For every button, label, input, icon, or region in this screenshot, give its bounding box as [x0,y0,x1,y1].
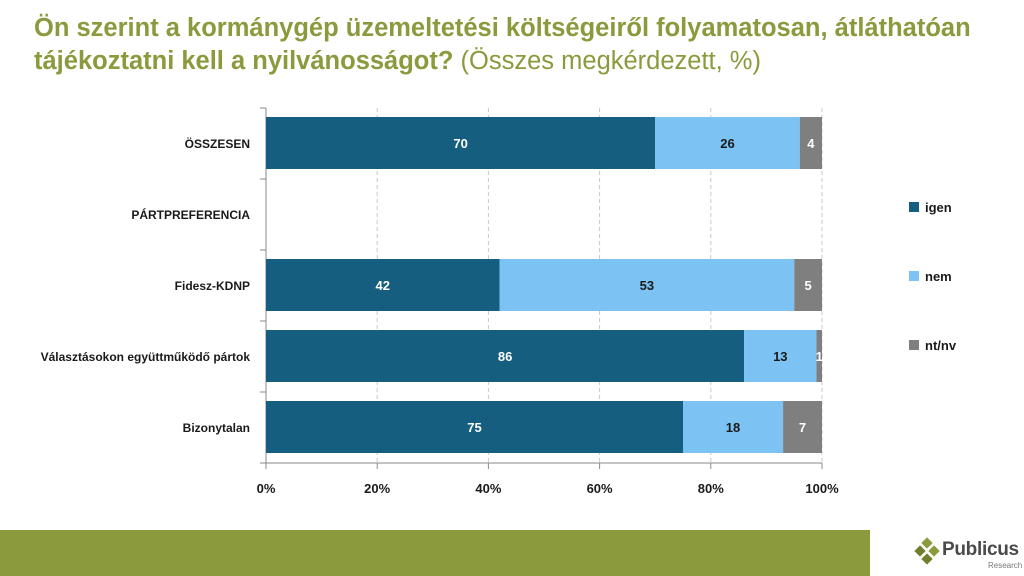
data-label-nt-nv-valasztasokon-egyuttmukodo-partok: 1 [816,349,823,364]
data-label-nem-bizonytalan: 18 [726,420,740,435]
bar-nem-fidesz-kdnp [499,259,795,311]
category-label-valasztasokon-egyuttmukodo-partok: Választásokon együttműködő pártok [41,350,251,364]
chart-title-subtitle: (Összes megkérdezett, %) [453,47,761,75]
bar-nt-nv-osszesen [799,117,822,169]
category-label-bizonytalan: Bizonytalan [183,421,250,435]
bar-nem-valasztasokon-egyuttmukodo-partok [744,330,817,382]
chart-title: Ön szerint a kormánygép üzemeltetési köl… [34,12,994,78]
data-label-nt-nv-fidesz-kdnp: 5 [804,278,811,293]
stacked-bar-chart: 0% 20% 40% 60% 80% 100% ÖSSZESEN 70 26 4 PÁRTPREFE… [41,107,957,496]
category-label-osszesen: ÖSSZESEN [185,136,250,151]
legend-swatch-igen [909,202,919,212]
category-label-partpreferencia: PÁRTPREFERENCIA [131,207,250,222]
data-label-nt-nv-bizonytalan: 7 [799,420,806,435]
data-label-nem-valasztasokon-egyuttmukodo-partok: 13 [773,349,787,364]
data-label-igen-osszesen: 70 [453,136,467,151]
x-tick-label-4: 80% [698,481,724,496]
data-label-nem-fidesz-kdnp: 53 [640,278,654,293]
publicus-logo-icon [914,537,940,565]
bar-nem-bizonytalan [683,401,784,453]
data-label-igen-fidesz-kdnp: 42 [376,278,390,293]
x-tick-label-0: 0% [257,481,276,496]
category-label-fidesz-kdnp: Fidesz-KDNP [175,279,250,293]
data-label-nt-nv-osszesen: 4 [807,136,815,151]
bar-nt-nv-valasztasokon-egyuttmukodo-partok [816,330,822,382]
logo-sub: Research [988,561,1023,570]
x-tick-label-2: 40% [475,481,501,496]
legend-label-nt-nv: nt/nv [925,338,957,353]
bar-nem-osszesen [655,117,800,169]
data-label-igen-bizonytalan: 75 [467,420,481,435]
footer-bar [0,530,870,576]
bar-nt-nv-bizonytalan [783,401,822,453]
bar-igen-valasztasokon-egyuttmukodo-partok [266,330,745,382]
x-tick-label-1: 20% [364,481,390,496]
legend-label-igen: igen [925,200,952,215]
data-label-igen-valasztasokon-egyuttmukodo-partok: 86 [498,349,512,364]
logo-name: Publicus [942,539,1019,560]
publicus-logo: Publicus Research [912,532,1024,576]
chart-title-main: Ön szerint a kormánygép üzemeltetési köl… [34,14,971,75]
data-label-nem-osszesen: 26 [720,136,734,151]
bar-igen-osszesen [266,117,656,169]
bar-nt-nv-fidesz-kdnp [794,259,822,311]
bar-igen-bizonytalan [266,401,683,453]
legend-label-nem: nem [925,269,952,284]
legend-swatch-nt-nv [909,340,919,350]
bar-igen-fidesz-kdnp [266,259,500,311]
x-tick-label-3: 60% [587,481,613,496]
legend-swatch-nem [909,271,919,281]
x-tick-label-5: 100% [805,481,839,496]
